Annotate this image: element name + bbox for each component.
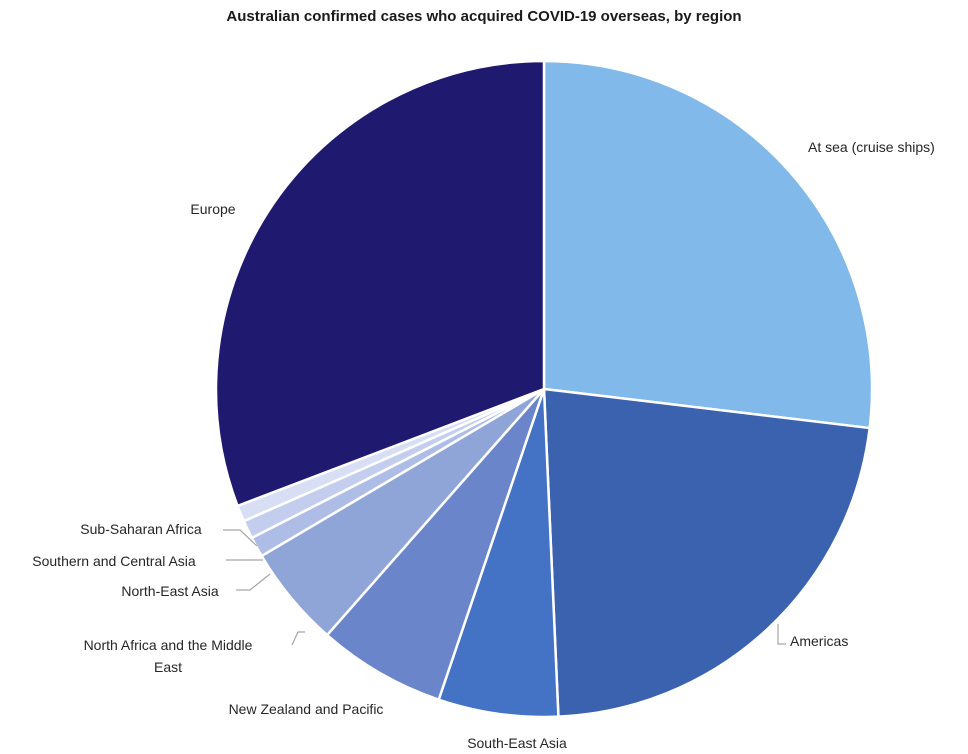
- slice-label-at-sea-cruise-ships: At sea (cruise ships): [808, 139, 935, 155]
- slice-label-north-africa-and-the-middle-east: North Africa and the Middle East: [84, 637, 253, 675]
- slice-europe: [214, 59, 546, 508]
- slice-new-zealand-and-pacific: [325, 387, 546, 701]
- slice-label-americas: Americas: [790, 633, 848, 649]
- slice-labels: At sea (cruise ships) Americas South-East …: [32, 139, 935, 751]
- leader-line-north-africa-and-the-middle-east: [291, 631, 305, 646]
- slice-at-sea-cruise-ships: [542, 59, 874, 430]
- slice-south-east-asia: [437, 387, 560, 719]
- leader-line-sub-saharan-africa: [223, 529, 258, 547]
- leader-lines: [223, 529, 786, 646]
- slice-label-southern-and-central-asia: Southern and Central Asia: [32, 553, 196, 569]
- leader-line-americas: [777, 624, 786, 645]
- slice-label-south-east-asia: South-East Asia: [467, 735, 567, 751]
- slice-label-new-zealand-and-pacific: New Zealand and Pacific: [229, 701, 384, 717]
- leader-line-north-east-asia: [236, 573, 271, 591]
- slice-label-north-east-asia: North-East Asia: [121, 583, 218, 599]
- pie-slices: [214, 59, 874, 719]
- slice-label-europe: Europe: [190, 201, 235, 217]
- slice-americas: [542, 387, 871, 718]
- slice-label-sub-saharan-africa: Sub-Saharan Africa: [80, 521, 202, 537]
- chart-title: Australian confirmed cases who acquired …: [226, 8, 742, 25]
